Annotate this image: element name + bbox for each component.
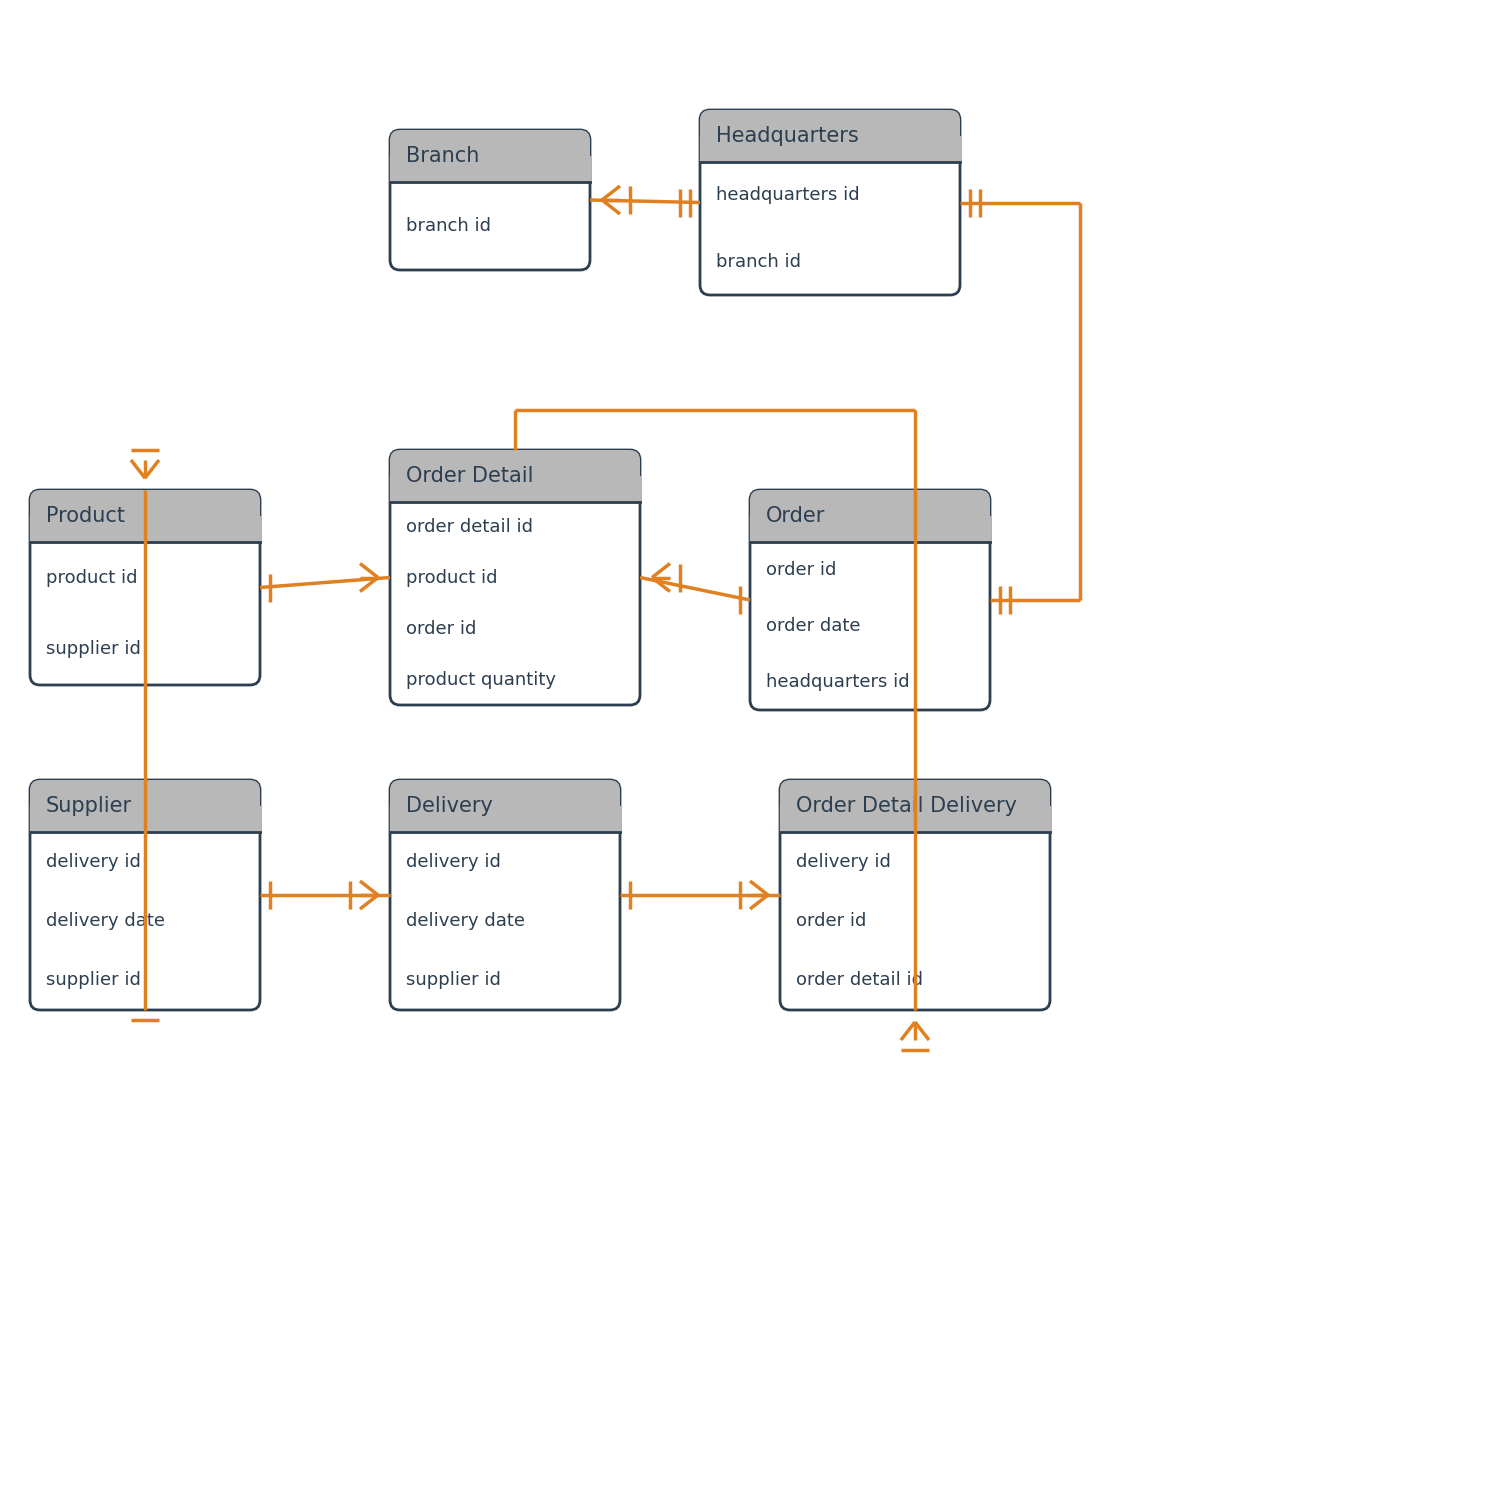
Text: Branch: Branch	[406, 146, 480, 166]
FancyBboxPatch shape	[30, 780, 260, 1010]
FancyBboxPatch shape	[390, 780, 620, 1010]
Text: delivery date: delivery date	[406, 912, 525, 930]
Text: product id: product id	[46, 568, 138, 586]
FancyBboxPatch shape	[30, 780, 260, 832]
Text: order detail id: order detail id	[796, 972, 922, 990]
Text: headquarters id: headquarters id	[716, 186, 860, 204]
Text: supplier id: supplier id	[46, 640, 141, 658]
Text: product id: product id	[406, 568, 498, 586]
FancyBboxPatch shape	[700, 110, 960, 162]
Text: order id: order id	[766, 561, 837, 579]
Text: Delivery: Delivery	[406, 796, 494, 816]
Text: headquarters id: headquarters id	[766, 674, 909, 692]
FancyBboxPatch shape	[390, 130, 590, 270]
FancyBboxPatch shape	[750, 490, 990, 710]
Text: order id: order id	[406, 620, 477, 638]
Text: Order Detail Delivery: Order Detail Delivery	[796, 796, 1017, 816]
FancyBboxPatch shape	[30, 490, 260, 542]
FancyBboxPatch shape	[390, 780, 620, 832]
FancyBboxPatch shape	[780, 780, 1050, 1010]
Text: Headquarters: Headquarters	[716, 126, 858, 146]
FancyBboxPatch shape	[750, 490, 990, 542]
Text: supplier id: supplier id	[406, 972, 501, 990]
FancyBboxPatch shape	[30, 490, 260, 686]
Text: Supplier: Supplier	[46, 796, 132, 816]
Text: order date: order date	[766, 616, 861, 634]
Text: delivery id: delivery id	[46, 852, 141, 870]
Text: Order: Order	[766, 506, 825, 526]
Text: supplier id: supplier id	[46, 972, 141, 990]
FancyBboxPatch shape	[390, 450, 640, 705]
FancyBboxPatch shape	[780, 780, 1050, 832]
Text: order detail id: order detail id	[406, 519, 532, 537]
Text: branch id: branch id	[716, 252, 801, 270]
Text: delivery date: delivery date	[46, 912, 165, 930]
Text: Product: Product	[46, 506, 124, 526]
Text: branch id: branch id	[406, 217, 490, 236]
Text: Order Detail: Order Detail	[406, 466, 534, 486]
FancyBboxPatch shape	[700, 110, 960, 296]
FancyBboxPatch shape	[390, 450, 640, 503]
Text: product quantity: product quantity	[406, 670, 556, 688]
FancyBboxPatch shape	[390, 130, 590, 182]
Text: order id: order id	[796, 912, 867, 930]
Text: delivery id: delivery id	[796, 852, 891, 870]
Text: delivery id: delivery id	[406, 852, 501, 870]
